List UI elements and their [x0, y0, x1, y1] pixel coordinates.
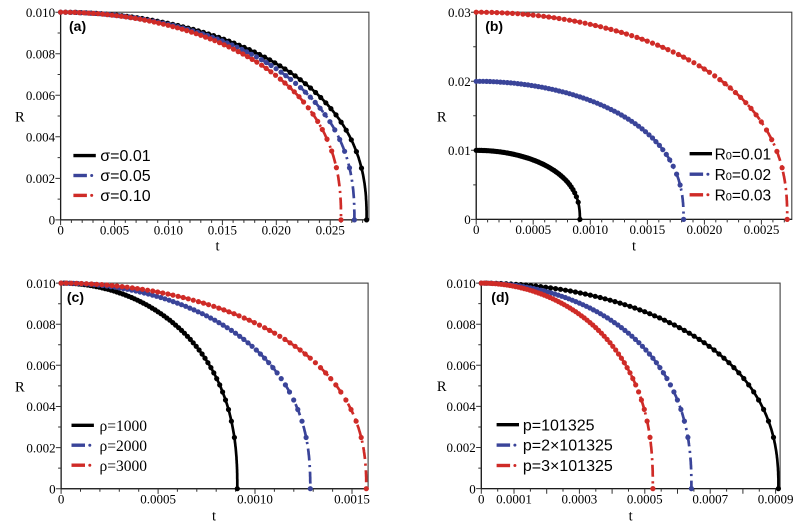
svg-text:t: t [629, 509, 633, 525]
svg-text:t: t [632, 238, 636, 254]
svg-text:p=2×101325: p=2×101325 [523, 438, 613, 455]
svg-text:0.006: 0.006 [26, 358, 56, 373]
svg-text:R: R [15, 380, 25, 396]
svg-text:0.0010: 0.0010 [572, 222, 608, 237]
svg-text:R: R [437, 110, 447, 126]
svg-text:0.006: 0.006 [26, 88, 56, 103]
svg-text:R: R [437, 379, 447, 395]
svg-text:p=3×101325: p=3×101325 [523, 458, 613, 475]
svg-text:0.0001: 0.0001 [496, 491, 532, 506]
svg-text:0.0020: 0.0020 [687, 222, 723, 237]
svg-text:0.006: 0.006 [447, 358, 477, 373]
svg-text:0: 0 [49, 481, 56, 496]
svg-text:0.0005: 0.0005 [140, 492, 176, 507]
svg-text:0.002: 0.002 [447, 440, 476, 455]
svg-text:(a): (a) [69, 18, 86, 34]
svg-text:(d): (d) [491, 289, 509, 305]
svg-text:0.0009: 0.0009 [758, 491, 794, 506]
svg-text:0.02: 0.02 [448, 74, 471, 89]
svg-text:R0=0.01: R0=0.01 [715, 146, 772, 163]
svg-text:R0=0.02: R0=0.02 [715, 167, 772, 184]
svg-text:0.005: 0.005 [100, 223, 129, 238]
svg-text:0.008: 0.008 [26, 317, 55, 332]
svg-text:0.0007: 0.0007 [692, 491, 728, 506]
svg-text:0: 0 [58, 492, 65, 507]
svg-text:R0=0.03: R0=0.03 [715, 187, 772, 204]
svg-text:0.0003: 0.0003 [562, 491, 598, 506]
svg-text:0.020: 0.020 [262, 223, 291, 238]
svg-text:t: t [212, 509, 216, 525]
svg-text:0.0010: 0.0010 [237, 492, 273, 507]
svg-text:0.0015: 0.0015 [630, 222, 666, 237]
svg-text:0.0005: 0.0005 [627, 491, 663, 506]
svg-text:p=101325: p=101325 [523, 417, 595, 434]
svg-text:0.0005: 0.0005 [515, 222, 551, 237]
svg-text:σ=0.05: σ=0.05 [100, 168, 150, 185]
svg-text:0: 0 [464, 212, 471, 227]
svg-text:0: 0 [473, 222, 480, 237]
svg-text:0: 0 [478, 491, 485, 506]
svg-text:0.002: 0.002 [26, 171, 55, 186]
svg-text:0: 0 [57, 223, 64, 238]
svg-text:t: t [215, 238, 219, 254]
svg-text:0.010: 0.010 [154, 223, 183, 238]
svg-text:0.004: 0.004 [447, 399, 477, 414]
svg-text:ρ=1000: ρ=1000 [100, 418, 148, 435]
svg-text:ρ=3000: ρ=3000 [100, 458, 148, 475]
svg-text:0.010: 0.010 [26, 5, 55, 20]
svg-text:0.010: 0.010 [447, 276, 476, 291]
svg-text:0.004: 0.004 [26, 130, 56, 145]
svg-text:0.004: 0.004 [26, 399, 56, 414]
svg-text:0.01: 0.01 [448, 143, 471, 158]
svg-text:ρ=2000: ρ=2000 [100, 438, 148, 455]
svg-text:(c): (c) [67, 289, 84, 305]
svg-text:0: 0 [49, 213, 56, 228]
svg-text:(b): (b) [485, 18, 503, 34]
svg-text:0.008: 0.008 [26, 46, 55, 61]
svg-text:0.025: 0.025 [316, 223, 345, 238]
svg-text:0: 0 [469, 481, 476, 496]
svg-text:0.010: 0.010 [26, 276, 55, 291]
svg-text:0.0015: 0.0015 [334, 492, 370, 507]
svg-text:0.03: 0.03 [448, 5, 471, 20]
svg-text:0.008: 0.008 [447, 317, 476, 332]
svg-text:0.015: 0.015 [208, 223, 237, 238]
svg-text:σ=0.01: σ=0.01 [100, 148, 150, 165]
svg-text:R: R [15, 110, 25, 126]
svg-text:0.0025: 0.0025 [744, 222, 780, 237]
svg-text:σ=0.10: σ=0.10 [100, 188, 150, 205]
svg-text:0.002: 0.002 [26, 440, 55, 455]
